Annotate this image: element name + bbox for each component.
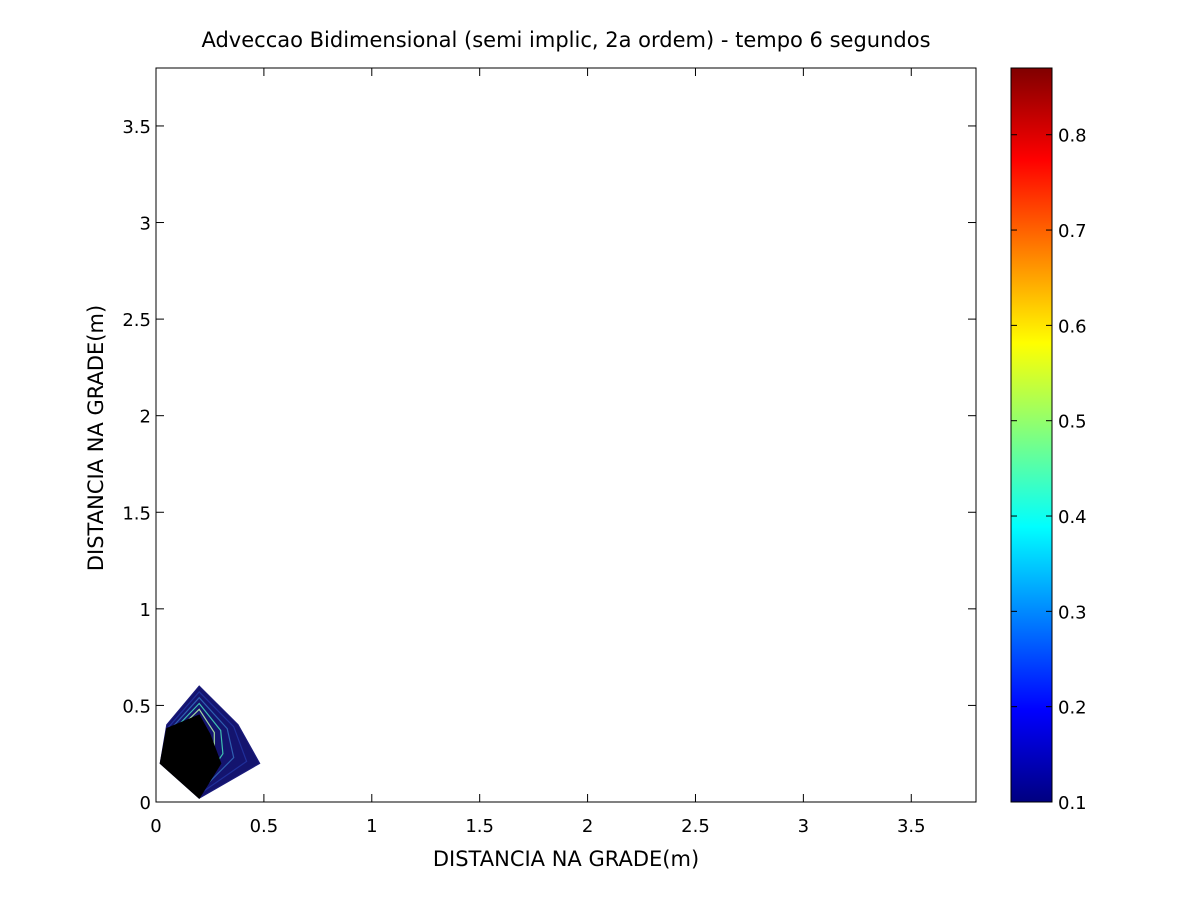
x-tick-label: 2 <box>582 816 593 837</box>
x-tick-label: 3.5 <box>897 816 926 837</box>
y-tick-label: 2 <box>140 407 151 428</box>
x-axis-ticks: 0 0.5 1 1.5 2 2.5 3 3.5 <box>150 68 926 837</box>
y-tick-label: 0.5 <box>122 696 151 717</box>
y-tick-label: 3 <box>140 214 151 235</box>
x-tick-label: 1.5 <box>465 816 494 837</box>
contour-level-0-6 <box>159 714 222 800</box>
colorbar-tick-label: 0.4 <box>1058 507 1087 528</box>
y-tick-label: 1.5 <box>122 503 151 524</box>
x-tick-label: 2.5 <box>681 816 710 837</box>
colorbar-ticks: 0.1 0.2 0.3 0.4 0.5 0.6 0.7 0.8 <box>1011 126 1087 814</box>
y-tick-label: 0 <box>140 793 151 814</box>
x-axis-label: DISTANCIA NA GRADE(m) <box>433 847 699 871</box>
x-tick-label: 0.5 <box>250 816 279 837</box>
colorbar-tick-label: 0.5 <box>1058 412 1087 433</box>
y-tick-label: 3.5 <box>122 117 151 138</box>
colorbar-tick-label: 0.3 <box>1058 602 1087 623</box>
x-tick-label: 3 <box>798 816 809 837</box>
chart-title: Adveccao Bidimensional (semi implic, 2a … <box>201 28 930 52</box>
y-tick-label: 2.5 <box>122 310 151 331</box>
y-tick-label: 1 <box>140 600 151 621</box>
x-tick-label: 0 <box>150 816 161 837</box>
y-axis-label: DISTANCIA NA GRADE(m) <box>84 305 108 571</box>
colorbar-tick-label: 0.2 <box>1058 698 1087 719</box>
colorbar <box>1010 67 1053 803</box>
contour-layer <box>159 685 261 800</box>
colorbar-tick-label: 0.7 <box>1058 221 1087 242</box>
colorbar-tick-label: 0.8 <box>1058 126 1087 147</box>
plot-area <box>155 67 977 803</box>
x-tick-label: 1 <box>366 816 377 837</box>
y-axis-ticks: 0 0.5 1 1.5 2 2.5 3 3.5 <box>122 117 976 814</box>
colorbar-tick-label: 0.6 <box>1058 316 1087 337</box>
colorbar-tick-label: 0.1 <box>1058 793 1087 814</box>
